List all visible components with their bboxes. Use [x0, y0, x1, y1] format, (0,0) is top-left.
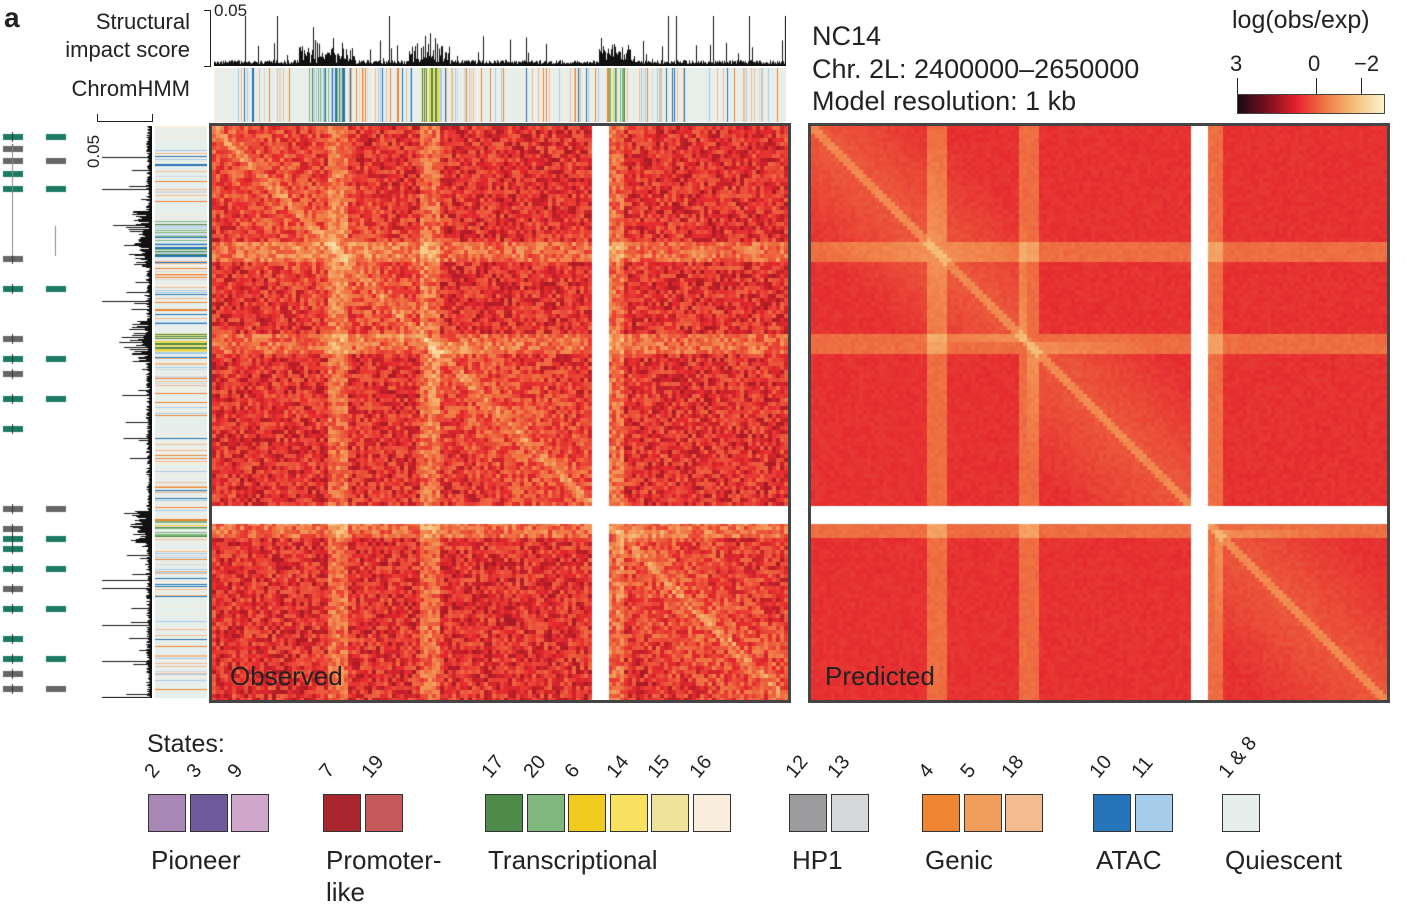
colorbar-tick-3: 3 [1230, 51, 1243, 76]
observed-label: Observed [230, 661, 343, 691]
colorbar-tick-neg2: −2 [1354, 51, 1380, 76]
state-number: 19 [356, 751, 389, 783]
chromhmm-track-left [155, 126, 207, 698]
state-swatch-4 [922, 794, 960, 832]
state-group-label: HP1 [792, 845, 843, 875]
state-group-label: Quiescent [1225, 845, 1343, 875]
gene-annotation-track [0, 126, 80, 698]
state-swatch-14 [609, 794, 648, 832]
state-number: 14 [601, 751, 634, 783]
state-number: 4 [914, 759, 939, 783]
region-info: NC14 Chr. 2L: 2400000–2650000 Model reso… [812, 20, 1139, 118]
chromhmm-label: ChromHMM [71, 76, 190, 101]
state-swatch-19 [364, 794, 403, 832]
state-group-label-line1: Promoter- [326, 845, 442, 875]
observed-heatmap: Observed [209, 123, 791, 703]
state-number: 17 [477, 751, 509, 783]
state-number: 20 [518, 751, 551, 783]
state-swatch-2 [148, 794, 186, 832]
state-swatch-15 [651, 794, 689, 832]
state-number: 12 [781, 751, 813, 783]
state-group-label: Pioneer [151, 845, 241, 875]
panel-letter: a [4, 2, 20, 33]
state-number: 2 [140, 759, 165, 783]
colorbar [1237, 94, 1385, 114]
state-swatch-17 [485, 794, 523, 832]
state-swatch-11 [1134, 794, 1173, 832]
state-number: 6 [560, 759, 585, 783]
state-swatch-6 [568, 794, 606, 832]
state-group-label: ATAC [1096, 845, 1162, 875]
structural-score-track-left [98, 126, 152, 698]
state-swatch-9 [231, 794, 269, 832]
resolution-label: Model resolution: 1 kb [812, 86, 1077, 116]
left-score-scale-bar [97, 114, 153, 122]
state-swatch-18 [1005, 794, 1043, 832]
state-swatch-12 [789, 794, 827, 832]
state-number: 15 [643, 751, 675, 783]
colorbar-title: log(obs/exp) [1232, 6, 1370, 34]
state-group-label: Genic [925, 845, 993, 875]
region-label: Chr. 2L: 2400000–2650000 [812, 53, 1140, 84]
state-swatch-1-8 [1222, 794, 1260, 832]
state-number: 7 [315, 759, 340, 783]
state-swatch-7 [323, 794, 361, 832]
state-number: 9 [223, 759, 248, 783]
state-number: 3 [181, 759, 206, 783]
chromhmm-track-top [214, 68, 786, 122]
state-swatch-5 [963, 794, 1002, 832]
predicted-label: Predicted [825, 661, 935, 691]
state-group-label: Transcriptional [488, 845, 658, 875]
state-swatch-16 [692, 794, 731, 832]
state-number: 16 [684, 751, 717, 783]
predicted-heatmap: Predicted [808, 123, 1390, 703]
state-number: 1 & 8 [1214, 732, 1262, 783]
state-swatch-20 [526, 794, 565, 832]
state-group-label-line2: like [326, 877, 366, 907]
colorbar-tick-0: 0 [1308, 51, 1321, 76]
state-number: 13 [822, 751, 855, 783]
state-swatch-13 [830, 794, 869, 832]
stage-label: NC14 [812, 21, 882, 51]
state-number: 10 [1085, 751, 1117, 783]
state-swatch-10 [1093, 794, 1131, 832]
structural-score-track-top [214, 8, 786, 66]
state-swatch-3 [189, 794, 228, 832]
legend-title: States: [147, 730, 225, 758]
state-group-label: Promoter-like [326, 844, 442, 908]
state-number: 5 [955, 759, 980, 783]
state-number: 18 [997, 751, 1029, 783]
score-track-label: Structural impact score [65, 9, 190, 62]
state-number: 11 [1126, 752, 1158, 783]
score-scale-bar [204, 10, 211, 67]
